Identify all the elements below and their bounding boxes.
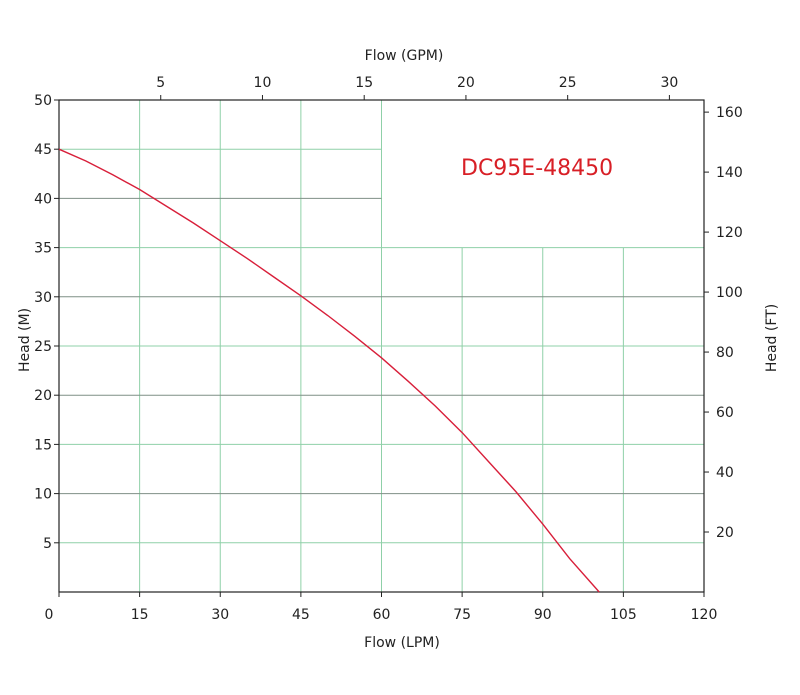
y-tick-label: 35 xyxy=(34,241,52,257)
y2-tick-label: 120 xyxy=(716,225,743,241)
x2-axis-label: Flow (GPM) xyxy=(365,48,444,64)
y2-tick-label: 160 xyxy=(716,105,743,121)
y-tick-label: 5 xyxy=(43,536,52,552)
x2-tick-label: 5 xyxy=(156,75,165,91)
x-tick-label: 0 xyxy=(45,607,54,623)
y-tick-label: 20 xyxy=(34,388,52,404)
y-axis-label: Head (M) xyxy=(17,308,33,372)
chart-title: DC95E-48450 xyxy=(461,156,613,181)
y-tick-label: 25 xyxy=(34,339,52,355)
x2-tick-label: 30 xyxy=(660,75,678,91)
y-tick-label: 40 xyxy=(34,191,52,207)
y-tick-label: 45 xyxy=(34,142,52,158)
x-tick-label: 30 xyxy=(211,607,229,623)
x-tick-label: 105 xyxy=(610,607,637,623)
y2-tick-label: 100 xyxy=(716,285,743,301)
x-tick-label: 90 xyxy=(534,607,552,623)
y2-tick-label: 60 xyxy=(716,405,734,421)
x-tick-label: 45 xyxy=(292,607,310,623)
y-tick-label: 15 xyxy=(34,437,52,453)
y2-tick-label: 40 xyxy=(716,465,734,481)
head-curve xyxy=(58,148,600,593)
y2-tick-label: 20 xyxy=(716,525,734,541)
x-tick-label: 60 xyxy=(373,607,391,623)
y-tick-label: 30 xyxy=(34,290,52,306)
x-axis-label: Flow (LPM) xyxy=(364,635,440,651)
tick-labels: 0 15 30 45 60 75 90 105 120 5 10 15 20 25 30 35 40 45 50 5 1… xyxy=(34,75,743,623)
tick-marks xyxy=(54,95,709,597)
x2-tick-label: 10 xyxy=(254,75,272,91)
x-tick-label: 75 xyxy=(453,607,471,623)
y-tick-label: 50 xyxy=(34,93,52,109)
y2-tick-label: 140 xyxy=(716,165,743,181)
x2-tick-label: 15 xyxy=(355,75,373,91)
x-tick-label: 120 xyxy=(691,607,718,623)
x2-tick-label: 20 xyxy=(457,75,475,91)
grid xyxy=(59,100,704,592)
x-tick-label: 15 xyxy=(131,607,149,623)
y2-axis-label: Head (FT) xyxy=(764,304,780,372)
x2-tick-label: 25 xyxy=(559,75,577,91)
y-tick-label: 10 xyxy=(34,487,52,503)
y2-tick-label: 80 xyxy=(716,345,734,361)
